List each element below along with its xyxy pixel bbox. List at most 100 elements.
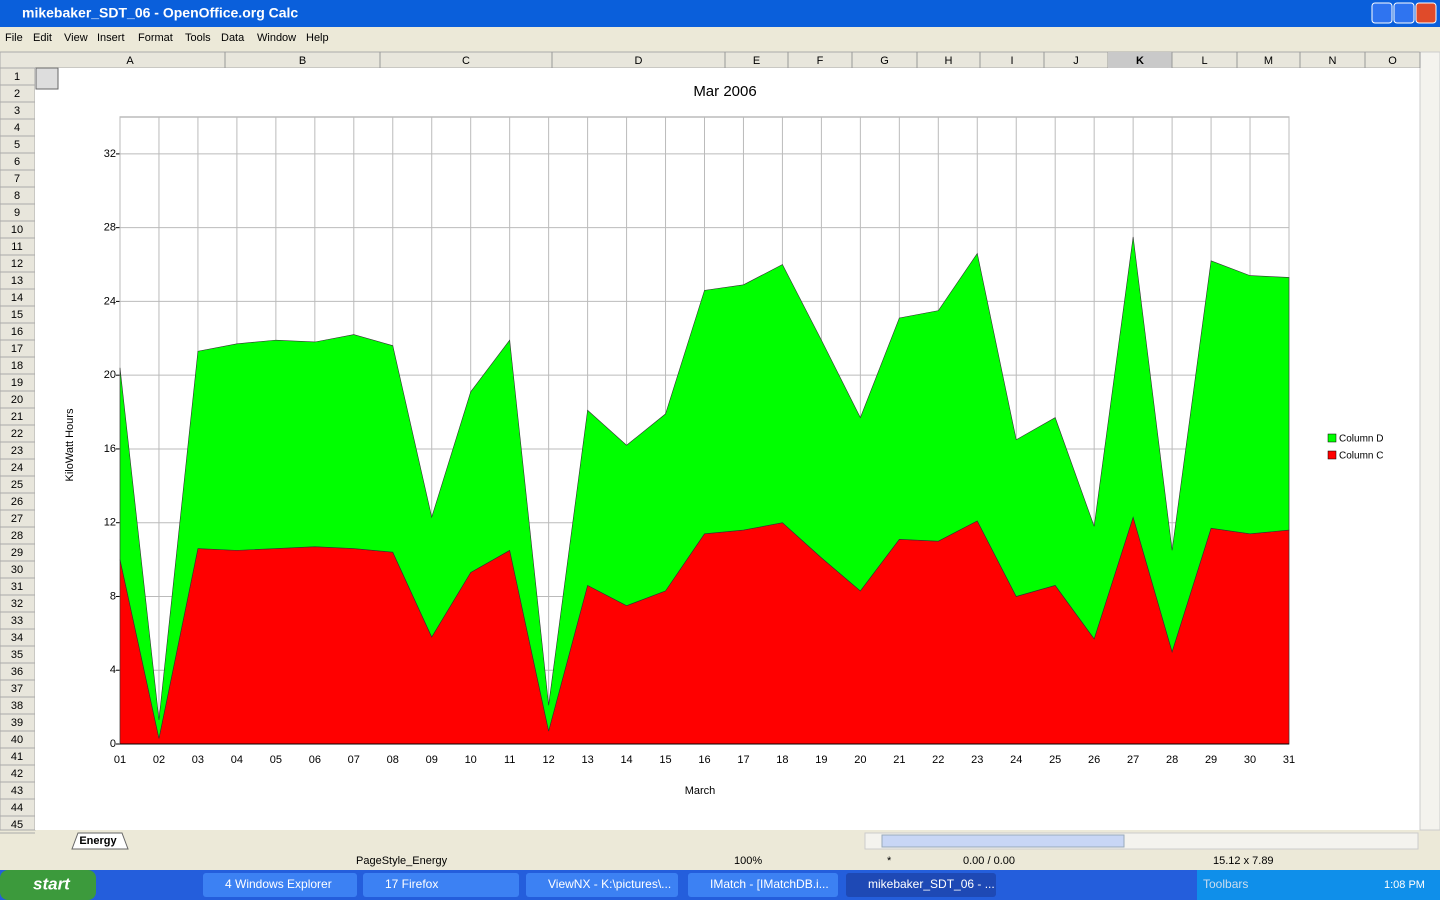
sheet-tab-shape[interactable] (71, 832, 129, 850)
toolbars-label[interactable]: Toolbars (1203, 877, 1248, 891)
task-label[interactable]: 17 Firefox (385, 877, 438, 891)
x-tick-label: 22 (932, 754, 944, 766)
scroll-thumb[interactable] (881, 834, 1125, 848)
vertical-scrollbar[interactable] (1419, 51, 1440, 831)
y-tick-label: 16 (104, 443, 116, 455)
x-tick-label: 16 (698, 754, 710, 766)
column-header[interactable]: M (1264, 55, 1273, 67)
menu-item[interactable]: File (5, 32, 23, 44)
column-header[interactable]: H (945, 55, 953, 67)
column-header[interactable]: C (462, 55, 470, 67)
column-header[interactable]: L (1201, 55, 1207, 67)
row-header[interactable]: 11 (11, 241, 22, 253)
row-header[interactable]: 40 (11, 734, 23, 746)
column-header[interactable]: F (817, 55, 824, 67)
task-button[interactable] (846, 873, 996, 897)
row-header[interactable]: 2 (14, 88, 20, 100)
task-label[interactable]: IMatch - [IMatchDB.i... (710, 877, 829, 891)
row-header[interactable]: 21 (11, 411, 23, 423)
row-header[interactable]: 33 (11, 615, 23, 627)
column-header[interactable]: N (1329, 55, 1337, 67)
row-header[interactable]: 17 (11, 343, 23, 355)
row-header[interactable]: 25 (11, 479, 23, 491)
row-header[interactable]: 3 (14, 105, 20, 117)
row-header[interactable]: 16 (11, 326, 23, 338)
task-button[interactable] (688, 873, 838, 897)
x-tick-label: 31 (1283, 754, 1295, 766)
menu-item[interactable]: Tools (185, 32, 211, 44)
row-header[interactable]: 41 (11, 751, 23, 763)
sheet-tab[interactable]: Energy (79, 835, 117, 847)
restore-button[interactable] (1393, 2, 1415, 24)
row-header[interactable]: 37 (11, 683, 23, 695)
x-tick-label: 30 (1244, 754, 1256, 766)
minimize-button[interactable] (1371, 2, 1393, 24)
column-header[interactable]: G (880, 55, 889, 67)
row-header[interactable]: 42 (11, 768, 23, 780)
row-header[interactable]: 28 (11, 530, 23, 542)
column-header[interactable]: O (1388, 55, 1397, 67)
column-header[interactable]: J (1073, 55, 1079, 67)
row-header[interactable]: 34 (11, 632, 23, 644)
column-header[interactable]: D (635, 55, 643, 67)
row-header[interactable]: 18 (11, 360, 23, 372)
task-button[interactable] (203, 873, 357, 897)
row-header[interactable]: 29 (11, 547, 23, 559)
column-header[interactable]: I (1010, 55, 1013, 67)
y-tick-label: 24 (104, 295, 116, 307)
menu-item[interactable]: Insert (97, 32, 125, 44)
column-header[interactable]: K (1136, 55, 1144, 67)
row-header[interactable]: 7 (14, 173, 20, 185)
row-header[interactable]: 4 (14, 122, 20, 134)
y-tick-label: 12 (104, 517, 116, 529)
menu-item[interactable]: Format (138, 32, 173, 44)
x-tick-label: 27 (1127, 754, 1139, 766)
menu-item[interactable]: Window (257, 32, 296, 44)
row-header[interactable]: 32 (11, 598, 23, 610)
task-label[interactable]: mikebaker_SDT_06 - ... (868, 877, 995, 891)
task-button[interactable] (363, 873, 519, 897)
row-header[interactable]: 8 (14, 190, 20, 202)
row-header[interactable]: 1 (14, 71, 20, 83)
menu-item[interactable]: Data (221, 32, 245, 44)
row-header[interactable]: 44 (11, 802, 23, 814)
row-header[interactable]: 23 (11, 445, 23, 457)
row-header[interactable]: 24 (11, 462, 23, 474)
start-button[interactable] (0, 870, 96, 900)
menu-item[interactable]: Help (306, 32, 329, 44)
row-header[interactable]: 22 (11, 428, 23, 440)
row-header[interactable]: 31 (11, 581, 23, 593)
row-header[interactable]: 38 (11, 700, 23, 712)
task-label[interactable]: ViewNX - K:\pictures\... (548, 877, 671, 891)
row-header[interactable]: 9 (14, 207, 20, 219)
column-header[interactable]: E (753, 55, 760, 67)
row-header[interactable]: 45 (11, 819, 23, 831)
row-header[interactable]: 27 (11, 513, 23, 525)
menu-item[interactable]: Edit (33, 32, 52, 44)
row-header[interactable]: 30 (11, 564, 23, 576)
row-header[interactable]: 39 (11, 717, 23, 729)
row-header[interactable]: 19 (11, 377, 23, 389)
close-button[interactable] (1415, 2, 1437, 24)
row-header[interactable]: 13 (11, 275, 23, 287)
menu-item[interactable]: View (64, 32, 88, 44)
legend-swatch (1327, 433, 1337, 443)
row-header[interactable]: 35 (11, 649, 23, 661)
row-header[interactable]: 20 (11, 394, 23, 406)
row-header[interactable]: 6 (14, 156, 20, 168)
row-header[interactable]: 12 (11, 258, 23, 270)
row-header[interactable]: 5 (14, 139, 20, 151)
task-button[interactable] (526, 873, 678, 897)
row-header[interactable]: 26 (11, 496, 23, 508)
task-label[interactable]: 4 Windows Explorer (225, 877, 332, 891)
column-header[interactable]: A (126, 55, 134, 67)
anchor-icon[interactable] (35, 67, 59, 90)
column-header[interactable]: B (299, 55, 306, 67)
row-header[interactable]: 15 (11, 309, 23, 321)
status-size: 15.12 x 7.89 (1213, 855, 1274, 867)
start-label[interactable]: start (33, 874, 71, 893)
row-header[interactable]: 36 (11, 666, 23, 678)
row-header[interactable]: 43 (11, 785, 23, 797)
row-header[interactable]: 10 (11, 224, 23, 236)
row-header[interactable]: 14 (11, 292, 23, 304)
